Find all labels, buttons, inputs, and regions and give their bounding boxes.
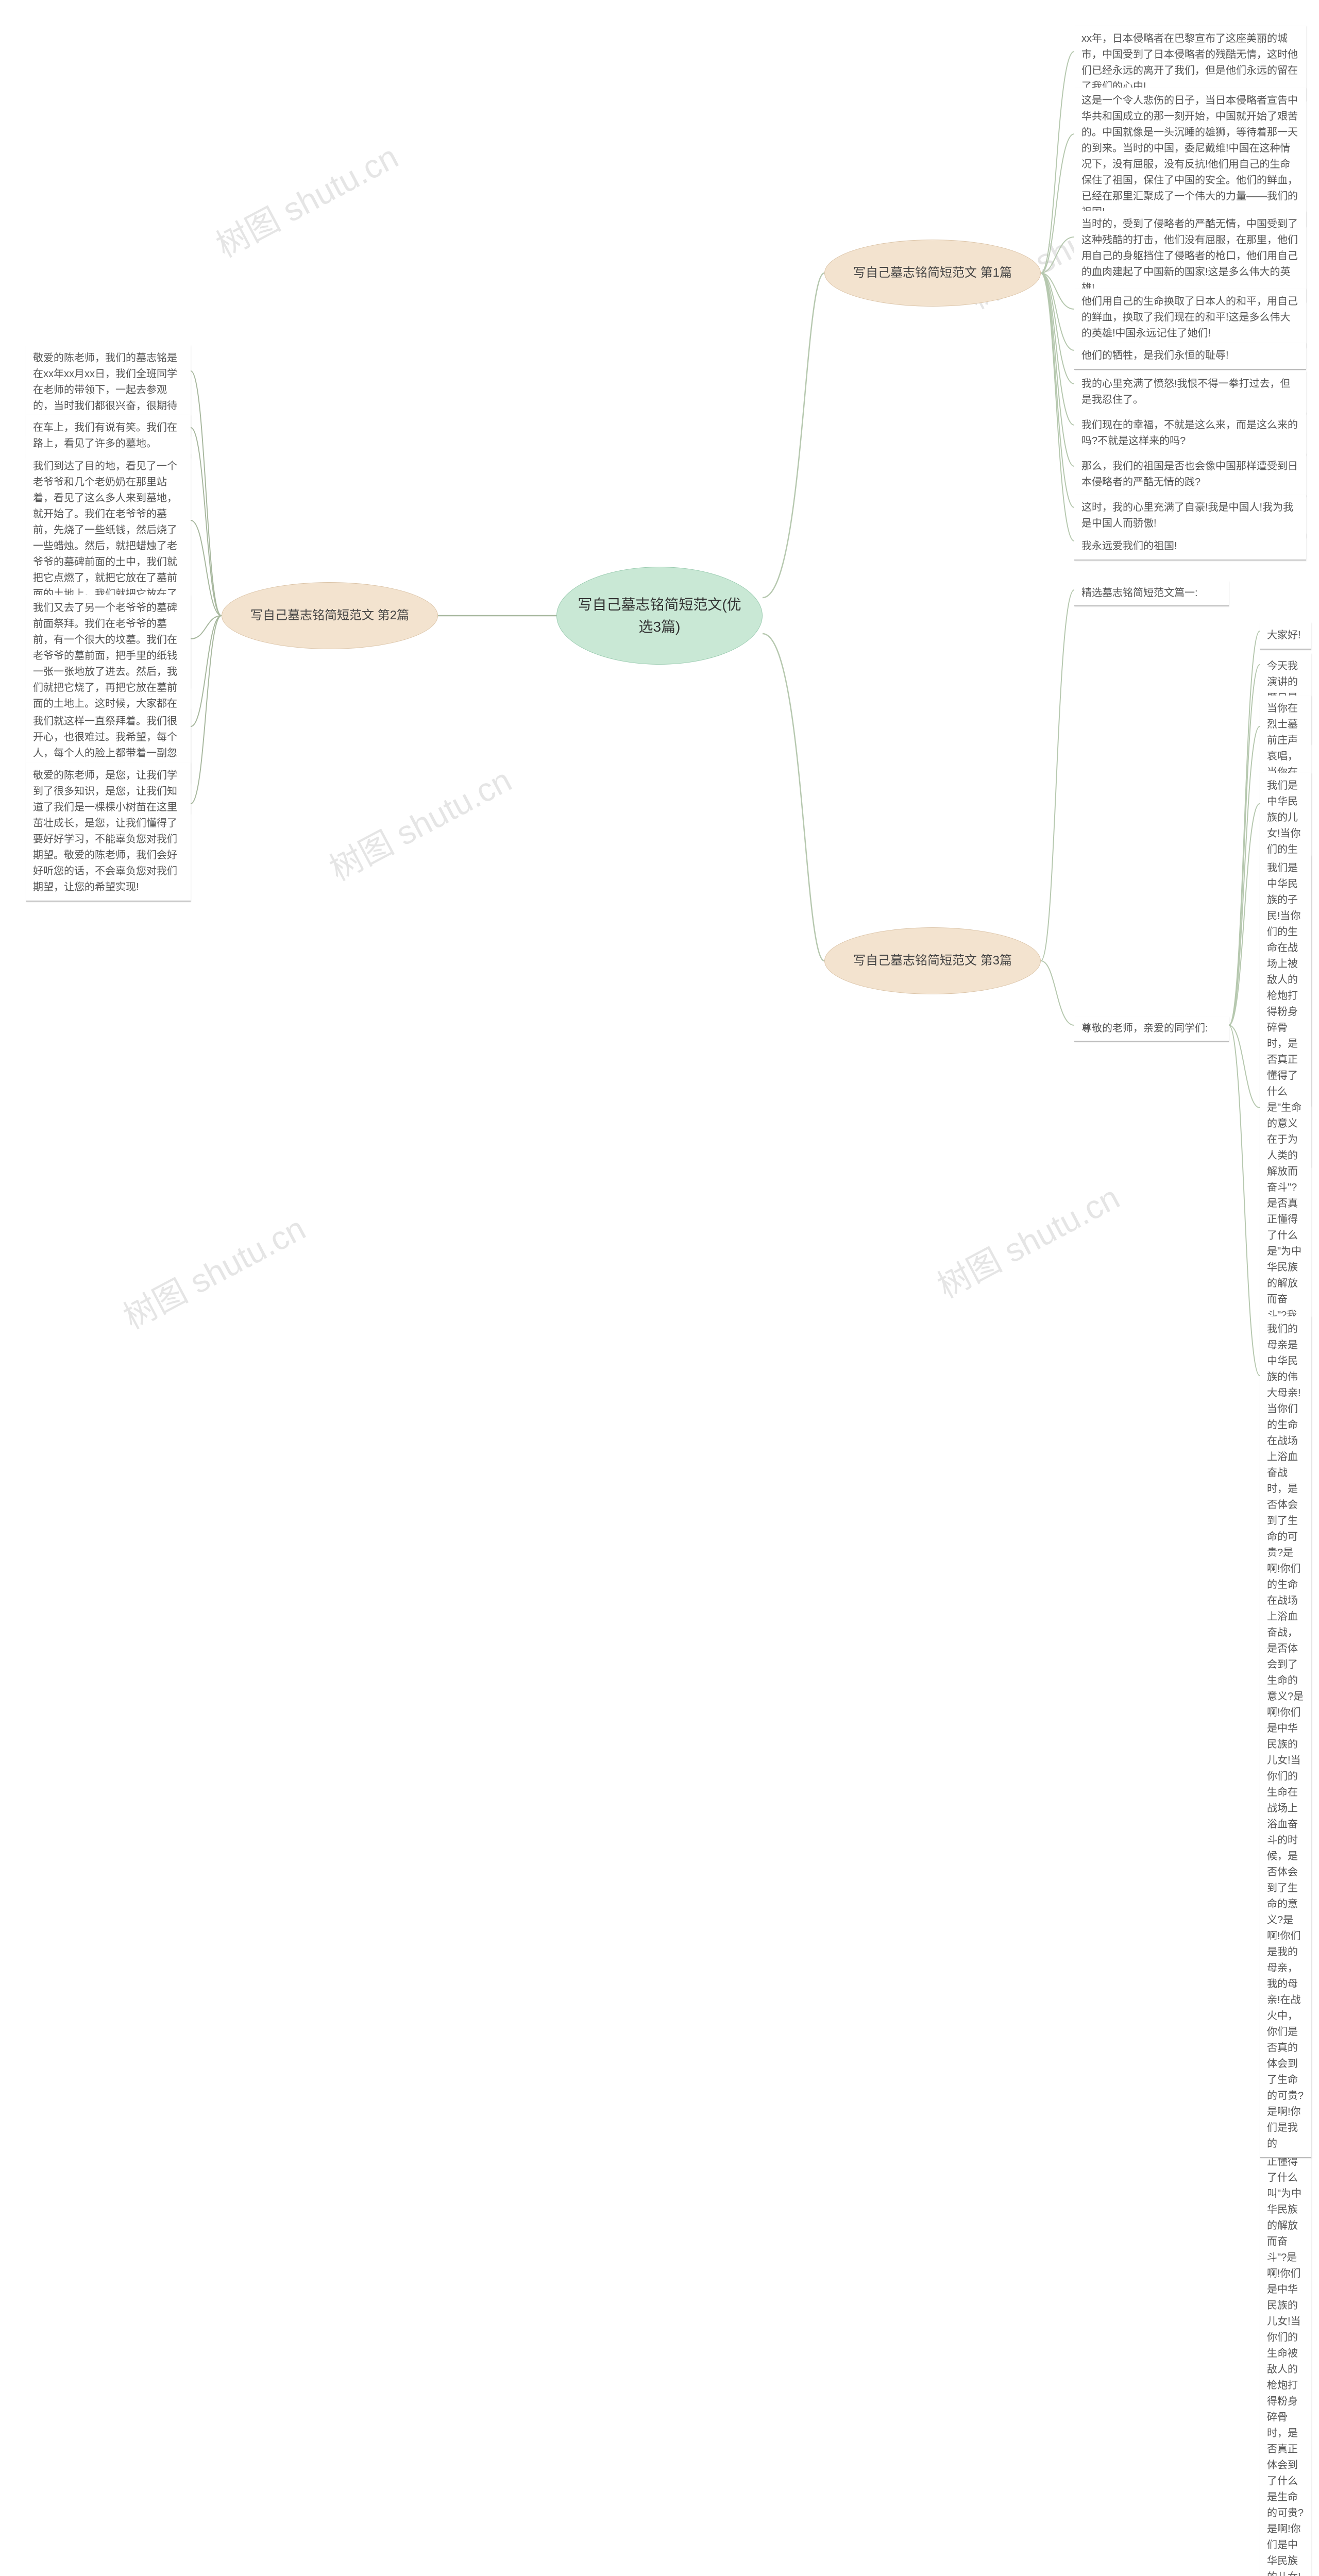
b2-leaf-5: 敬爱的陈老师，是您，让我们学到了很多知识，是您，让我们知道了我们是一棵棵小树苗在… xyxy=(26,762,191,902)
b1-leaf-9: 我永远爱我们的祖国! xyxy=(1074,533,1306,561)
b3-leaf-0: 大家好! xyxy=(1260,622,1311,650)
b1-leaf-5: 我的心里充满了愤怒!我恨不得一拳打过去，但是我忍住了。 xyxy=(1074,371,1306,414)
b2-leaf-1: 在车上，我们有说有笑。我们在路上，看见了许多的墓地。 xyxy=(26,415,191,458)
b1-leaf-8: 这时，我的心里充满了自豪!我是中国人!我为我是中国人而骄傲! xyxy=(1074,495,1306,538)
b1-leaf-1: 这是一个令人悲伤的日子，当日本侵略者宣告中华共和国成立的那一刻开始，中国就开始了… xyxy=(1074,88,1306,227)
b3-leaf-5: 我们的母亲是中华民族的伟大母亲!当你们的生命在战场上浴血奋战时，是否体会到了生命… xyxy=(1260,1316,1311,2158)
b3-sub: 尊敬的老师，亲爱的同学们: xyxy=(1074,1016,1229,1042)
watermark: 树图 shutu.cn xyxy=(320,754,519,890)
b3-pre: 精选墓志铭简短范文篇一: xyxy=(1074,581,1229,606)
branch-1: 写自己墓志铭简短范文 第1篇 xyxy=(824,240,1041,307)
watermark: 树图 shutu.cn xyxy=(114,1202,313,1338)
branch-2: 写自己墓志铭简短范文 第2篇 xyxy=(222,582,438,649)
b1-leaf-6: 我们现在的幸福，不就是这么来，而是这么来的吗?不就是这样来的吗? xyxy=(1074,412,1306,455)
center-node: 写自己墓志铭简短范文(优选3篇) xyxy=(556,567,763,665)
b1-leaf-4: 他们的牺牲，是我们永恒的耻辱! xyxy=(1074,343,1306,370)
branch-3: 写自己墓志铭简短范文 第3篇 xyxy=(824,927,1041,994)
b1-leaf-3: 他们用自己的生命换取了日本人的和平，用自己的鲜血，换取了我们现在的和平!这是多么… xyxy=(1074,289,1306,348)
watermark: 树图 shutu.cn xyxy=(207,131,405,266)
b1-leaf-7: 那么，我们的祖国是否也会像中国那样遭受到日本侵略者的严酷无情的践? xyxy=(1074,453,1306,497)
watermark: 树图 shutu.cn xyxy=(928,1172,1127,1307)
